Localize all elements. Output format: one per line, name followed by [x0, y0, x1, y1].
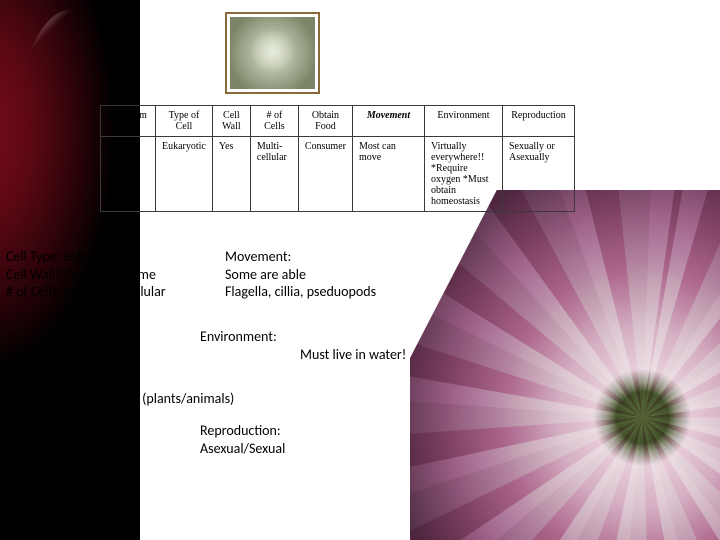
col-obtainfood: Obtain Food: [298, 106, 352, 137]
notes-reproduction-block: Reproduction: Asexual/Sexual: [200, 422, 285, 457]
cell-obtainfood: Consumer: [298, 137, 352, 212]
label-feeding: Feeding:: [6, 355, 234, 373]
value-movement1: Some are able: [225, 266, 376, 284]
cell-reproduction: Sexually or Asexually: [502, 137, 574, 212]
microscope-image: [230, 17, 315, 89]
label-movement: Movement:: [225, 248, 376, 266]
cell-environment: Virtually everywhere!! *Require oxygen *…: [424, 137, 502, 212]
label-reproduction: Reproduction:: [200, 422, 285, 440]
value-celltype: Eukaryotic: [61, 248, 123, 265]
value-feeding2: Organic Compounds (plants/animals): [24, 390, 234, 408]
value-cellwall: Present in some: [62, 266, 156, 283]
cell-celltype: Eukaryotic: [156, 137, 213, 212]
notes-movement-block: Movement: Some are able Flagella, cillia…: [225, 248, 376, 301]
value-movement2: Flagella, cillia, pseduopods: [225, 283, 376, 301]
col-celltype: Type of Cell: [156, 106, 213, 137]
microscope-image-frame: [225, 12, 320, 94]
value-environment: Must live in water!: [300, 346, 406, 364]
cell-movement: Most can move: [352, 137, 424, 212]
cell-cellwall: Yes: [212, 137, 250, 212]
label-cellwall: Cell Wall?: [6, 266, 62, 283]
label-numcells: # of Cells:: [6, 283, 61, 300]
col-kingdom: Kingdom: [101, 106, 156, 137]
col-numcells: # of Cells: [250, 106, 298, 137]
value-feeding1: Photosynthesis: [24, 373, 234, 391]
col-cellwall: Cell Wall: [212, 106, 250, 137]
value-reproduction: Asexual/Sexual: [200, 440, 285, 458]
kingdom-table: Kingdom Type of Cell Cell Wall # of Cell…: [100, 105, 575, 212]
table-row: Protista Eukaryotic Yes Multi-cellular C…: [101, 137, 575, 212]
value-numcells: Uni/Multi Cellular: [61, 283, 166, 300]
notes-left-block: Cell Type: Eukaryotic Cell Wall? Present…: [6, 248, 166, 301]
cell-numcells: Multi-cellular: [250, 137, 298, 212]
table-header-row: Kingdom Type of Cell Cell Wall # of Cell…: [101, 106, 575, 137]
col-movement: Movement: [352, 106, 424, 137]
col-reproduction: Reproduction: [502, 106, 574, 137]
col-environment: Environment: [424, 106, 502, 137]
label-environment: Environment:: [200, 328, 406, 346]
notes-feeding-block: Feeding: Photosynthesis Organic Compound…: [6, 355, 234, 408]
cell-kingdom: Protista: [101, 137, 156, 212]
background-right-flower: [410, 190, 720, 540]
label-celltype: Cell Type:: [6, 248, 61, 265]
